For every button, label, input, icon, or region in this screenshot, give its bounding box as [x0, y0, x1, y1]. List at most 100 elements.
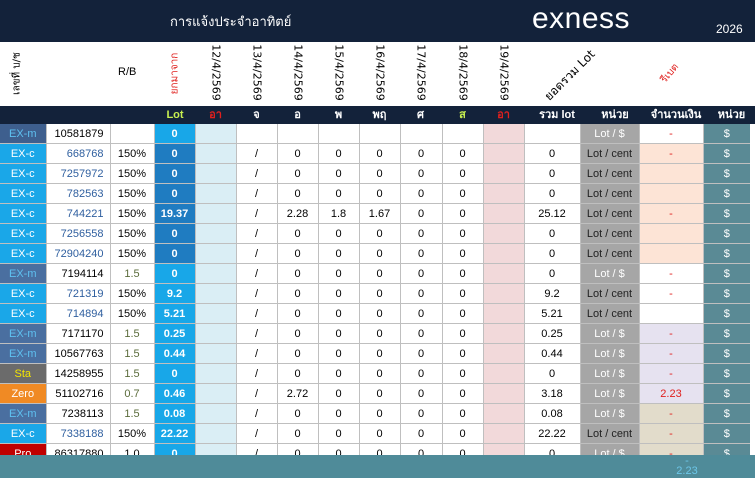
total-lot: 0 — [524, 223, 581, 244]
day-label-0: อา — [209, 109, 222, 121]
day-value-0 — [195, 423, 237, 444]
total-lot: 0 — [524, 363, 581, 384]
day-value-0 — [195, 363, 237, 384]
day-value-4: 0 — [359, 263, 401, 284]
day-value-0 — [195, 183, 237, 204]
day-label-4: พฤ — [372, 109, 387, 121]
day-value-4 — [359, 124, 401, 144]
day-value-5: 0 — [400, 423, 443, 444]
day-value-3: 0 — [318, 283, 360, 304]
rb-value: 150% — [110, 183, 155, 204]
day-value-7 — [483, 163, 525, 184]
day-value-4: 0 — [359, 323, 401, 344]
unit-label: Lot / cent — [580, 423, 640, 444]
table-row: EX-c 714894 150% 5.21/0 0 0 0 0 5.21 Lot / cent $ — [0, 303, 750, 324]
day-value-2: 2.28 — [277, 203, 319, 224]
rb-value: 150% — [110, 303, 155, 324]
carry-lot: 0 — [154, 143, 196, 164]
title-bar: การแจ้งประจำอาทิตย์ exness 2026 — [0, 0, 755, 42]
year-label: 2026 — [716, 22, 743, 36]
carry-lot: 0.08 — [154, 403, 196, 424]
day-value-1: / — [236, 343, 278, 364]
day-value-3: 0 — [318, 403, 360, 424]
day-value-3: 0 — [318, 263, 360, 284]
total-lot: 0 — [524, 263, 581, 284]
amount-subheader: จำนวนเงิน — [650, 109, 702, 121]
carry-lot: 0 — [154, 263, 196, 284]
account-type-badge: EX-c — [0, 163, 47, 184]
commission-amount: - — [639, 323, 704, 344]
day-value-6: 0 — [442, 203, 484, 224]
day-value-5: 0 — [400, 323, 443, 344]
date-header-1: 13/4/2569 — [250, 44, 264, 101]
day-value-2: 0 — [277, 243, 319, 264]
day-value-5: 0 — [400, 303, 443, 324]
account-header: เลขที่ บ/ช — [11, 52, 23, 95]
day-label-6: ส — [459, 109, 466, 121]
day-value-4: 0 — [359, 403, 401, 424]
day-value-7 — [483, 263, 525, 284]
rb-value: 150% — [110, 423, 155, 444]
day-value-2: 2.72 — [277, 383, 319, 404]
day-value-5: 0 — [400, 363, 443, 384]
day-value-1: / — [236, 283, 278, 304]
day-value-4: 0 — [359, 283, 401, 304]
total-lot: 0 — [524, 163, 581, 184]
day-value-0 — [195, 263, 237, 284]
total-lot: 0.44 — [524, 343, 581, 364]
day-value-4: 0 — [359, 163, 401, 184]
footer-total: - 2.23 — [672, 456, 702, 477]
table-row: EX-m 7171170 1.5 0.25/0 0 0 0 0 0.25 Lot / $ - $ — [0, 323, 750, 344]
account-number: 14258955 — [46, 363, 111, 384]
total-lot: 0 — [524, 183, 581, 204]
table-row: EX-c 668768 150% 0/0 0 0 0 0 0 Lot / cent - $ — [0, 143, 750, 164]
carry-header: ยกมาจาก — [169, 52, 181, 95]
day-value-1: / — [236, 423, 278, 444]
day-value-0 — [195, 163, 237, 184]
total-lot: 0.25 — [524, 323, 581, 344]
sum-lot-subheader: รวม lot — [539, 109, 575, 121]
commission-amount: - — [639, 263, 704, 284]
table-row: EX-c 7257972 150% 0/0 0 0 0 0 0 Lot / cent $ — [0, 163, 750, 184]
commission-amount: - — [639, 363, 704, 384]
day-value-1: / — [236, 363, 278, 384]
account-number: 721319 — [46, 283, 111, 304]
rb-value: 150% — [110, 283, 155, 304]
date-header-3: 15/4/2569 — [332, 44, 346, 101]
day-value-5: 0 — [400, 183, 443, 204]
commission-amount: - — [639, 343, 704, 364]
account-number: 7256558 — [46, 223, 111, 244]
account-type-badge: EX-c — [0, 183, 47, 204]
day-value-0 — [195, 343, 237, 364]
day-value-6: 0 — [442, 423, 484, 444]
rb-value: 150% — [110, 203, 155, 224]
day-value-6 — [442, 124, 484, 144]
day-value-3: 0 — [318, 363, 360, 384]
day-value-5 — [400, 124, 443, 144]
day-value-2: 0 — [277, 343, 319, 364]
account-type-badge: EX-m — [0, 323, 47, 344]
account-type-badge: EX-c — [0, 243, 47, 264]
day-value-6: 0 — [442, 143, 484, 164]
day-value-4: 0 — [359, 183, 401, 204]
day-value-1: / — [236, 303, 278, 324]
day-value-4: 1.67 — [359, 203, 401, 224]
account-type-badge: EX-c — [0, 223, 47, 244]
currency-label: $ — [703, 203, 750, 224]
total-lot-header: ยอดรวม Lot — [541, 47, 598, 104]
unit-label: Lot / $ — [580, 263, 640, 284]
day-value-6: 0 — [442, 183, 484, 204]
day-value-7 — [483, 283, 525, 304]
currency-label: $ — [703, 323, 750, 344]
day-value-0 — [195, 203, 237, 224]
account-type-badge: EX-c — [0, 303, 47, 324]
account-type-badge: Sta — [0, 363, 47, 384]
rb-value: 1.5 — [110, 363, 155, 384]
footer-bar — [0, 455, 755, 478]
day-value-4: 0 — [359, 303, 401, 324]
account-number: 7238113 — [46, 403, 111, 424]
unit-label: Lot / cent — [580, 183, 640, 204]
exness-logo: exness — [532, 2, 631, 35]
carry-lot: 0 — [154, 183, 196, 204]
currency-label: $ — [703, 383, 750, 404]
